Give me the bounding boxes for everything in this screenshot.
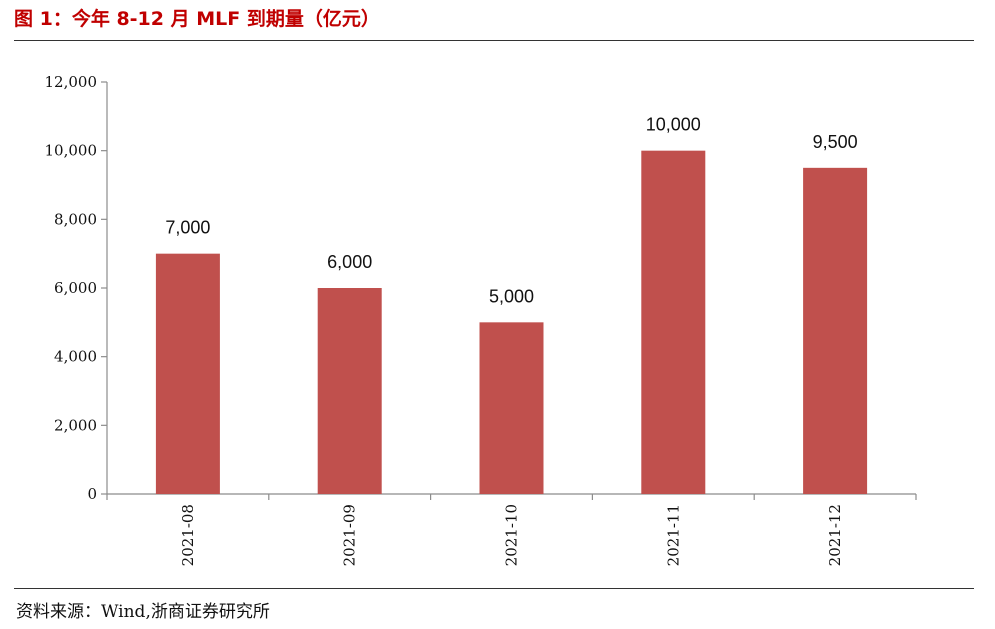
bars <box>155 150 868 495</box>
data-label-2021-10: 5,000 <box>489 286 534 306</box>
bar-2021-12 <box>803 167 868 495</box>
x-tick-label-2021-10: 2021-10 <box>503 504 521 566</box>
y-tick-label: 0 <box>87 485 97 503</box>
data-label-2021-08: 7,000 <box>165 218 210 238</box>
x-tick-label-2021-12: 2021-12 <box>826 504 844 566</box>
data-label-2021-09: 6,000 <box>327 252 372 272</box>
figure-title: 图 1：今年 8-12 月 MLF 到期量（亿元） <box>14 8 380 30</box>
data-labels: 7,000 6,000 5,000 10,000 9,500 <box>165 115 857 307</box>
y-tick-label: 8,000 <box>54 210 97 228</box>
bar-2021-10 <box>479 322 544 494</box>
x-tick-label-2021-11: 2021-11 <box>664 504 682 566</box>
y-tick-label: 10,000 <box>45 142 98 160</box>
y-tick-label: 4,000 <box>54 348 97 366</box>
bar-2021-08 <box>155 253 220 494</box>
y-tick-label: 6,000 <box>54 279 97 297</box>
y-tick-label: 12,000 <box>45 73 98 91</box>
source-rule <box>14 588 974 589</box>
x-tick-label-2021-09: 2021-09 <box>341 504 359 566</box>
data-label-2021-11: 10,000 <box>646 115 701 135</box>
y-axis: 0 2,000 4,000 6,000 8,000 10,000 12,000 <box>45 73 108 503</box>
source-note: 资料来源：Wind,浙商证券研究所 <box>16 602 270 622</box>
title-rule <box>14 40 974 41</box>
bar-2021-09 <box>317 288 382 494</box>
bar-2021-11 <box>641 150 706 494</box>
data-label-2021-12: 9,500 <box>813 132 858 152</box>
y-tick-label: 2,000 <box>54 416 97 434</box>
x-tick-label-2021-08: 2021-08 <box>179 504 197 566</box>
x-axis: 2021-08 2021-09 2021-10 2021-11 2021-12 <box>106 493 917 566</box>
